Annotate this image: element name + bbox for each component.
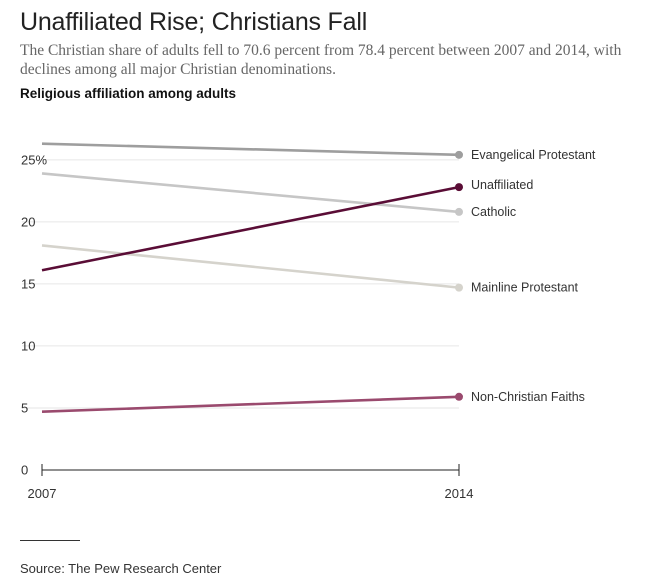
y-tick-label: 0 xyxy=(21,463,28,478)
chart-title: Religious affiliation among adults xyxy=(20,86,237,101)
series-label-evangelical-protestant: Evangelical Protestant xyxy=(471,148,596,162)
series-line-non-christian-faiths xyxy=(41,395,460,413)
headline: Unaffiliated Rise; Christians Fall xyxy=(20,8,368,36)
source-note: Source: The Pew Research Center xyxy=(20,561,222,576)
y-tick-label: 10 xyxy=(21,338,35,353)
series-label-unaffiliated: Unaffiliated xyxy=(471,178,533,192)
series-end-point-unaffiliated xyxy=(455,183,463,192)
x-tick-label: 2007 xyxy=(28,486,57,501)
series-line-catholic xyxy=(41,172,460,214)
source-divider xyxy=(20,540,80,541)
y-tick-label: 15 xyxy=(21,276,35,291)
series-label-mainline-protestant: Mainline Protestant xyxy=(471,281,579,295)
series-label-non-christian-faiths: Non-Christian Faiths xyxy=(471,390,585,404)
series-line-unaffiliated xyxy=(41,185,460,272)
subhead: The Christian share of adults fell to 70… xyxy=(20,42,622,78)
y-tick-label: 5 xyxy=(21,400,28,415)
series-end-point-non-christian-faiths xyxy=(455,392,463,401)
series-line-evangelical-protestant xyxy=(41,142,460,157)
series-end-point-evangelical-protestant xyxy=(455,150,463,159)
y-tick-label: 25% xyxy=(21,152,47,167)
series-end-point-mainline-protestant xyxy=(455,283,463,292)
series-line-mainline-protestant xyxy=(41,244,460,289)
x-tick-label: 2014 xyxy=(445,486,474,501)
y-tick-label: 20 xyxy=(21,214,35,229)
series-end-point-catholic xyxy=(455,207,463,216)
series-label-catholic: Catholic xyxy=(471,205,516,219)
